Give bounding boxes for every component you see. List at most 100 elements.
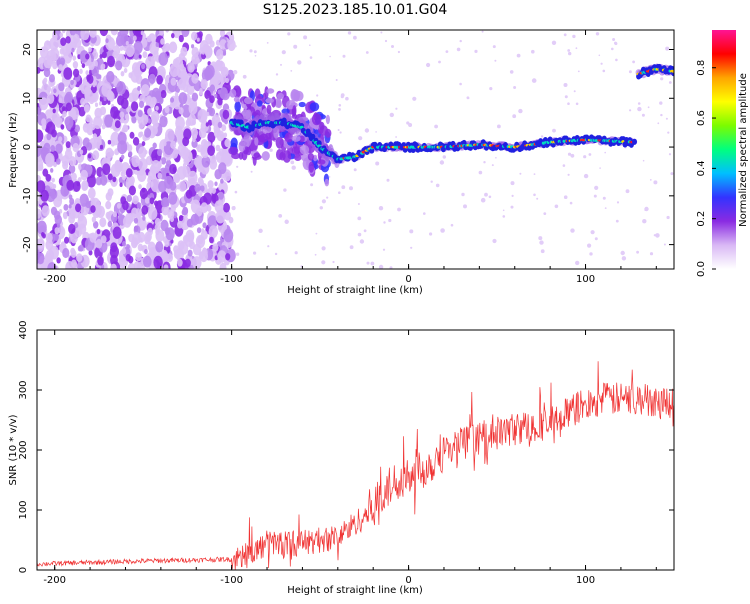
noise-blob <box>128 150 133 157</box>
noise-dot <box>567 102 570 105</box>
noise-dot <box>290 160 295 165</box>
noise-blob <box>191 119 196 126</box>
noise-blob <box>106 71 115 83</box>
noise-dot <box>653 234 656 237</box>
ridge-cluster <box>292 105 297 117</box>
noise-dot <box>442 155 446 159</box>
noise-blob <box>110 106 119 119</box>
noise-blob <box>99 54 103 59</box>
noise-blob <box>217 98 223 106</box>
noise-blob <box>37 144 42 157</box>
noise-blob <box>199 179 204 186</box>
noise-dot <box>345 96 349 101</box>
noise-blob <box>170 239 174 244</box>
noise-dot <box>253 251 257 255</box>
noise-dot <box>258 228 263 233</box>
noise-dot <box>347 31 352 35</box>
noise-dot <box>378 264 384 269</box>
noise-blob <box>129 131 135 139</box>
snr-series-line <box>37 361 674 570</box>
noise-dot <box>642 219 647 224</box>
noise-blob <box>117 131 127 145</box>
noise-dot <box>397 207 401 212</box>
noise-blob <box>161 204 170 216</box>
noise-dot <box>357 216 362 221</box>
noise-blob <box>151 110 160 123</box>
noise-dot <box>509 70 514 74</box>
ridge-cluster <box>254 88 261 99</box>
ridge-cluster <box>309 102 320 112</box>
noise-blob <box>138 157 148 172</box>
noise-dot <box>621 251 624 254</box>
noise-dot <box>668 81 672 84</box>
noise-blob <box>70 232 78 244</box>
noise-blob <box>85 114 92 123</box>
snr-xlabel: Height of straight line (km) <box>287 585 423 596</box>
noise-dot <box>242 74 247 79</box>
noise-blob <box>78 223 87 235</box>
noise-blob <box>196 144 203 153</box>
noise-blob <box>78 106 86 117</box>
noise-dot <box>365 51 369 54</box>
noise-blob <box>62 30 66 34</box>
noise-blob <box>207 61 211 66</box>
noise-blob <box>40 189 49 202</box>
noise-dot <box>332 260 335 264</box>
noise-blob <box>37 107 42 115</box>
ridge-cluster <box>277 92 284 100</box>
noise-dot <box>440 228 445 233</box>
noise-dot <box>434 124 438 129</box>
noise-blob <box>94 107 103 119</box>
noise-blob <box>120 154 125 160</box>
noise-blob <box>78 165 82 170</box>
noise-dot <box>502 215 506 218</box>
noise-blob <box>157 172 163 180</box>
noise-blob <box>37 253 45 265</box>
noise-blob <box>136 202 142 209</box>
noise-blob <box>145 95 153 106</box>
noise-blob <box>46 85 52 93</box>
noise-blob <box>215 151 224 163</box>
noise-dot <box>378 206 384 211</box>
noise-blob <box>188 98 192 103</box>
noise-blob <box>215 209 226 224</box>
noise-blob <box>182 207 189 216</box>
ridge-cluster <box>293 92 300 102</box>
noise-blob <box>175 116 186 130</box>
ridge-cluster <box>266 88 275 94</box>
noise-blob <box>104 114 114 128</box>
noise-dot <box>573 90 576 93</box>
noise-blob <box>61 155 70 166</box>
noise-dot <box>611 47 614 51</box>
noise-dot <box>540 249 545 254</box>
noise-blob <box>223 228 234 243</box>
noise-blob <box>164 163 171 173</box>
noise-blob <box>180 70 188 81</box>
noise-blob <box>209 236 214 244</box>
noise-blob <box>158 52 169 66</box>
noise-dot <box>338 191 341 194</box>
noise-blob <box>138 131 143 138</box>
ridge-cluster <box>256 100 263 107</box>
noise-blob <box>199 164 205 172</box>
noise-blob <box>211 187 216 194</box>
noise-blob <box>223 202 230 213</box>
noise-blob <box>54 214 62 225</box>
noise-blob <box>66 179 75 191</box>
noise-dot <box>598 54 601 57</box>
noise-blob <box>207 188 211 193</box>
noise-blob <box>101 83 112 97</box>
noise-dot <box>538 236 543 241</box>
ridge-cluster <box>229 89 237 98</box>
noise-blob <box>122 200 129 211</box>
noise-dot <box>280 63 282 66</box>
noise-blob <box>98 101 103 106</box>
noise-blob <box>184 258 191 268</box>
noise-blob <box>76 253 83 262</box>
noise-dot <box>386 178 390 182</box>
noise-blob <box>59 32 64 38</box>
noise-dot <box>489 87 493 91</box>
noise-blob <box>73 33 80 44</box>
noise-blob <box>217 250 227 263</box>
y-tick-label: 100 <box>18 500 29 519</box>
